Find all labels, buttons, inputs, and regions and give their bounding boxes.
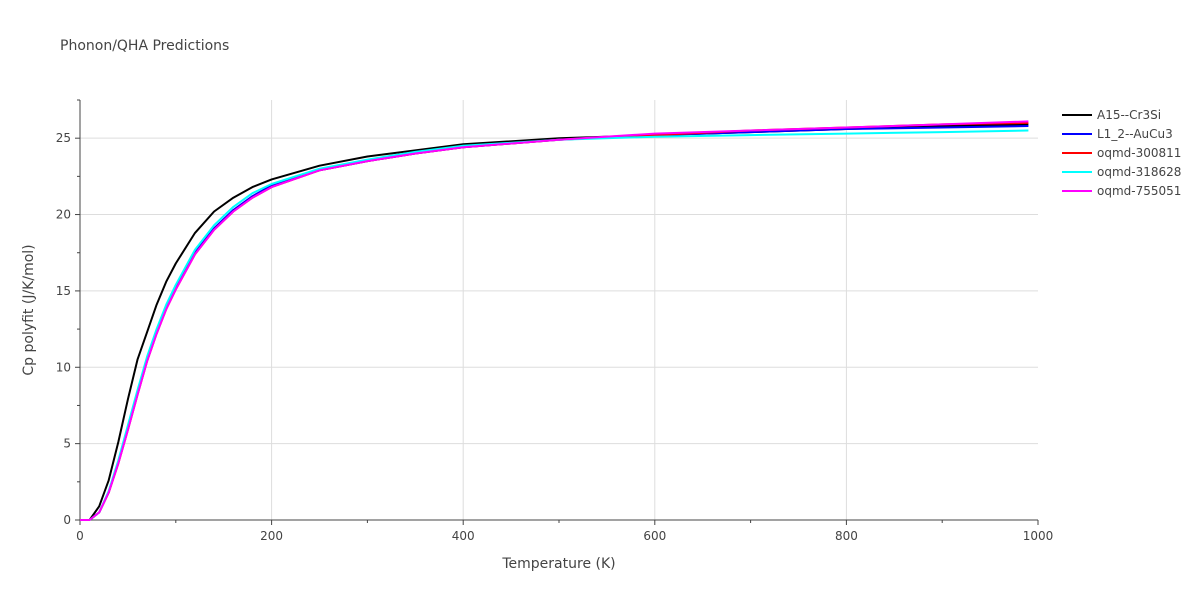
y-tick-label: 5 <box>63 437 71 451</box>
series-line <box>80 125 1029 521</box>
series-line <box>80 120 1029 521</box>
y-axis-label: Cp polyfit (J/K/mol) <box>21 244 37 375</box>
legend-entry: L1_2--AuCu3 <box>1097 127 1173 141</box>
series-line <box>80 129 1029 521</box>
chart-title: Phonon/QHA Predictions <box>60 38 229 54</box>
series-line <box>80 121 1029 521</box>
tick-labels: 0 200 400 600 800 1000 0 5 10 15 20 25 <box>56 131 1054 543</box>
legend-entry: A15--Cr3Si <box>1097 108 1161 122</box>
legend: A15--Cr3Si L1_2--AuCu3 oqmd-300811 oqmd-318… <box>1062 108 1181 198</box>
legend-entry: oqmd-318628 <box>1097 165 1181 179</box>
legend-entry: oqmd-755051 <box>1097 184 1181 198</box>
x-tick-label: 200 <box>260 529 283 543</box>
grid <box>80 100 1038 520</box>
y-tick-label: 0 <box>63 513 71 527</box>
x-tick-label: 600 <box>643 529 666 543</box>
series-line <box>80 123 1029 521</box>
x-tick-label: 800 <box>835 529 858 543</box>
y-tick-label: 25 <box>56 131 71 145</box>
y-tick-label: 10 <box>56 360 71 374</box>
axes <box>75 99 1039 525</box>
x-tick-label: 1000 <box>1023 529 1054 543</box>
series-group <box>80 120 1029 521</box>
y-tick-label: 20 <box>56 208 71 222</box>
legend-entry: oqmd-300811 <box>1097 146 1181 160</box>
x-tick-label: 0 <box>76 529 84 543</box>
y-tick-label: 15 <box>56 284 71 298</box>
x-axis-label: Temperature (K) <box>501 556 615 572</box>
x-tick-label: 400 <box>452 529 475 543</box>
